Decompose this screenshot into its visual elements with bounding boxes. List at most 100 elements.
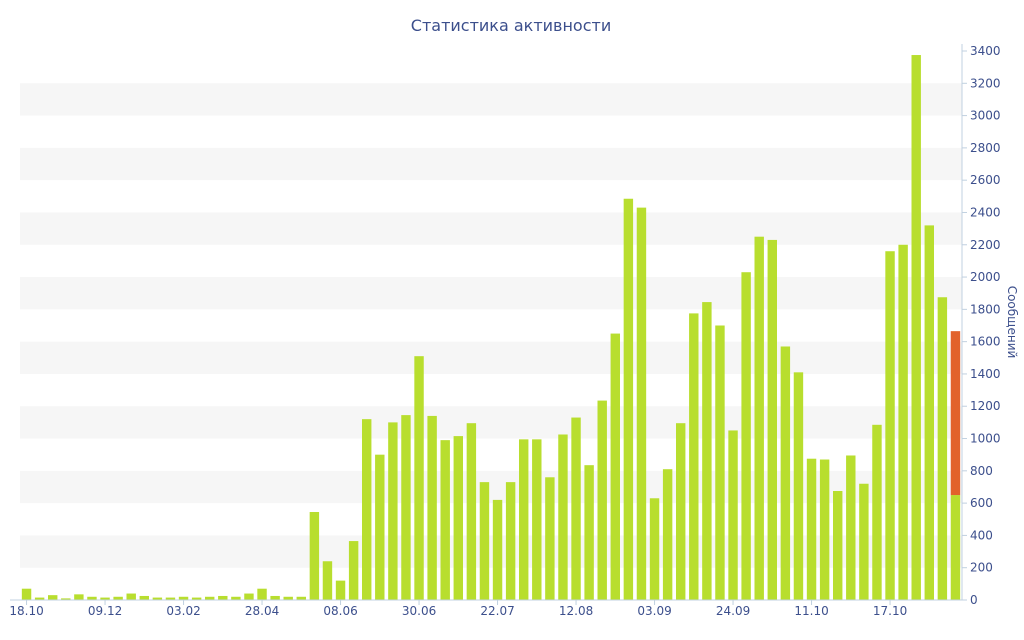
y-tick-label: 3000 bbox=[970, 109, 1001, 123]
x-tick-label: 28.04 bbox=[245, 604, 279, 618]
bar bbox=[87, 596, 97, 600]
bar bbox=[832, 491, 843, 600]
bar bbox=[597, 400, 607, 600]
bar bbox=[361, 419, 372, 600]
x-axis-ticks: 18.10 09.12 03.02 28.04 08.06 30.06 22.07 12.08… bbox=[9, 600, 907, 618]
y-tick-label: 1800 bbox=[970, 302, 1001, 316]
bar bbox=[846, 455, 856, 600]
y-tick-label: 0 bbox=[970, 593, 978, 607]
y-tick-label: 1200 bbox=[970, 399, 1001, 413]
bar bbox=[204, 596, 215, 600]
bar bbox=[518, 439, 529, 600]
grid-band bbox=[20, 83, 962, 116]
x-tick-label: 24.09 bbox=[716, 604, 750, 618]
y-tick-label: 2000 bbox=[970, 270, 1001, 284]
bar bbox=[885, 251, 895, 601]
bar bbox=[388, 422, 398, 600]
grid-band bbox=[20, 277, 962, 310]
bar bbox=[152, 597, 163, 600]
y-tick-label: 1000 bbox=[970, 432, 1001, 446]
bar bbox=[34, 597, 45, 600]
bar bbox=[335, 580, 346, 600]
bar bbox=[296, 596, 307, 600]
bar bbox=[780, 346, 791, 600]
bar bbox=[74, 594, 84, 600]
bar bbox=[21, 588, 32, 600]
bar bbox=[662, 469, 673, 600]
x-tick-label: 30.06 bbox=[402, 604, 436, 618]
bar bbox=[401, 415, 411, 600]
bar bbox=[741, 272, 751, 600]
bar bbox=[950, 495, 961, 600]
bar bbox=[898, 244, 908, 600]
bar bbox=[806, 458, 817, 600]
y-tick-label: 800 bbox=[970, 464, 993, 478]
bar bbox=[728, 430, 738, 600]
bar bbox=[427, 415, 437, 600]
grid-band bbox=[20, 470, 962, 504]
bar bbox=[545, 477, 555, 600]
y-tick-label: 1600 bbox=[970, 335, 1001, 349]
bar bbox=[100, 597, 110, 600]
bar bbox=[440, 440, 450, 600]
bar bbox=[754, 236, 764, 601]
x-tick-label: 11.10 bbox=[794, 604, 828, 618]
bar bbox=[414, 356, 424, 600]
bar bbox=[47, 595, 58, 600]
y-axis-label: Сообщений bbox=[1005, 286, 1019, 359]
bar bbox=[532, 439, 542, 600]
bar bbox=[911, 55, 921, 601]
bar bbox=[937, 297, 948, 600]
chart-title: Статистика активности bbox=[411, 16, 611, 35]
bar bbox=[283, 596, 293, 600]
bar bbox=[636, 207, 647, 600]
bar bbox=[191, 597, 202, 600]
bar bbox=[649, 498, 660, 600]
grid-bands bbox=[20, 83, 962, 568]
grid-band bbox=[20, 147, 962, 181]
bar bbox=[231, 596, 241, 600]
bar bbox=[505, 482, 516, 600]
bar bbox=[584, 465, 594, 600]
bar bbox=[767, 239, 778, 600]
bar bbox=[492, 499, 503, 600]
y-tick-label: 2400 bbox=[970, 205, 1001, 219]
bar bbox=[375, 454, 385, 600]
y-tick-label: 2800 bbox=[970, 141, 1001, 155]
bar bbox=[793, 372, 804, 600]
x-tick-label: 12.08 bbox=[559, 604, 593, 618]
bar bbox=[218, 595, 228, 600]
bar bbox=[244, 593, 254, 600]
bar bbox=[322, 561, 333, 600]
grid-band bbox=[20, 341, 962, 374]
bar bbox=[924, 225, 935, 600]
bar bbox=[623, 198, 634, 600]
bar bbox=[178, 596, 189, 600]
bar-highlight bbox=[950, 331, 961, 496]
x-tick-label: 03.09 bbox=[637, 604, 671, 618]
bar bbox=[61, 598, 71, 600]
bar bbox=[675, 423, 686, 600]
x-tick-label: 18.10 bbox=[9, 604, 43, 618]
bar bbox=[610, 333, 621, 600]
y-tick-label: 2600 bbox=[970, 173, 1001, 187]
bar bbox=[257, 588, 267, 600]
y-tick-label: 3400 bbox=[970, 44, 1001, 58]
y-tick-label: 600 bbox=[970, 496, 993, 510]
bar bbox=[702, 302, 712, 600]
y-axis-ticks: 0 200 400 600 800 1000 1200 1400 1600 1800 2000 220… bbox=[962, 44, 1001, 607]
grid-band bbox=[20, 212, 962, 245]
bar bbox=[348, 541, 359, 600]
bar bbox=[165, 597, 176, 600]
bar bbox=[139, 595, 150, 600]
y-tick-label: 3200 bbox=[970, 76, 1001, 90]
y-tick-label: 200 bbox=[970, 561, 993, 575]
bar bbox=[689, 313, 699, 600]
grid-band bbox=[20, 406, 962, 439]
bar bbox=[872, 424, 882, 600]
bar bbox=[571, 417, 581, 600]
bar bbox=[558, 434, 568, 600]
x-tick-label: 09.12 bbox=[88, 604, 122, 618]
bar bbox=[479, 482, 490, 600]
